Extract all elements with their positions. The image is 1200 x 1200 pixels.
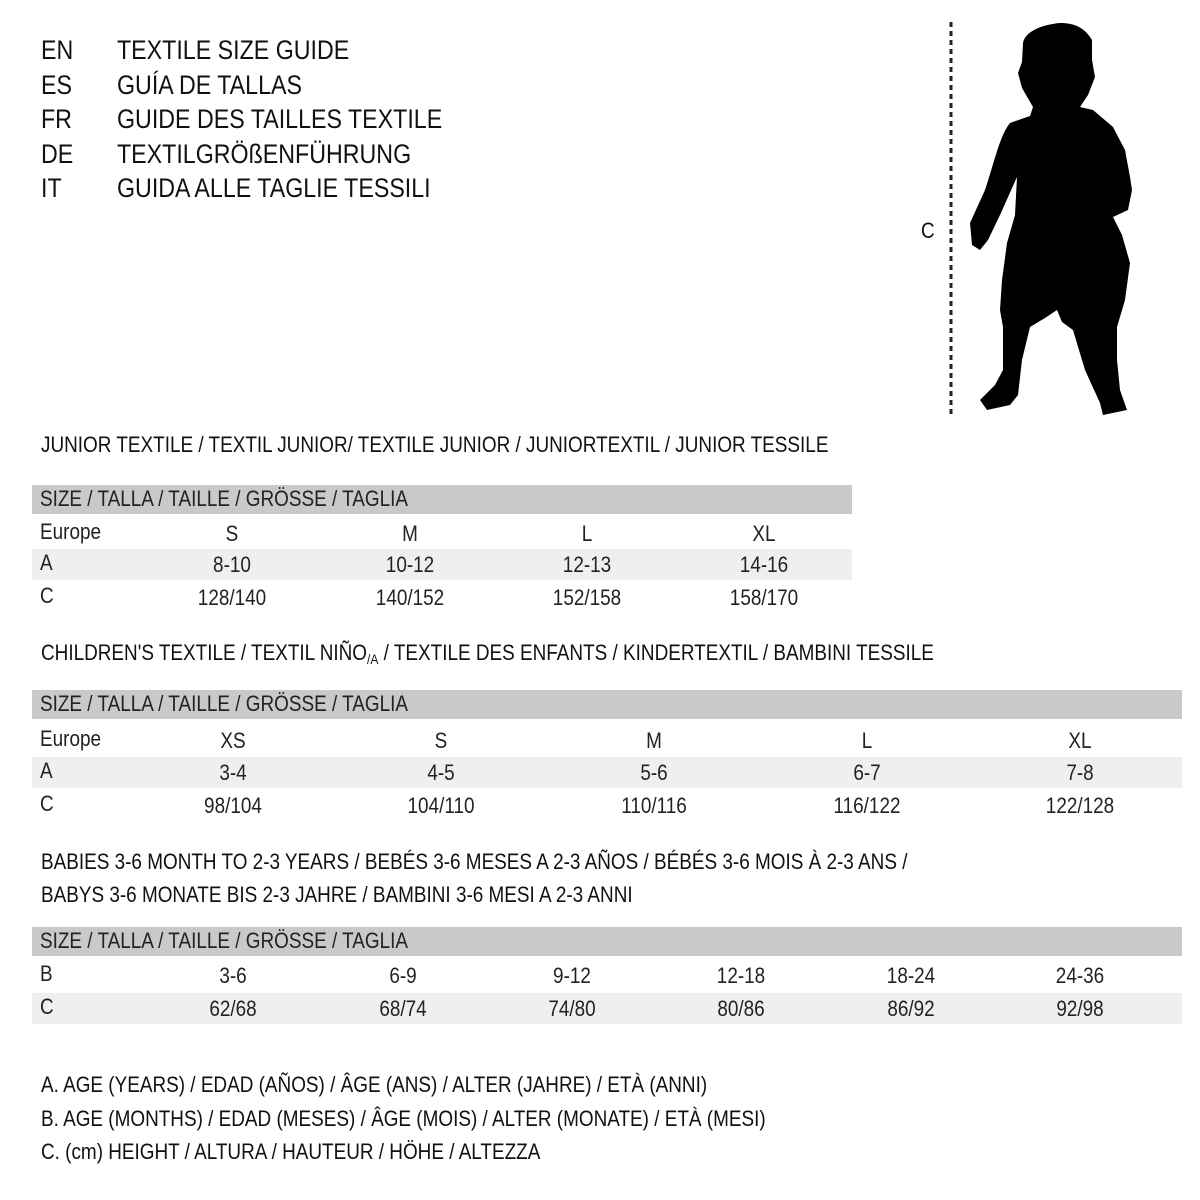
- table-cell: XS: [220, 728, 246, 753]
- table-row: C 128/140 140/152 152/158 158/170: [32, 582, 852, 613]
- table-cell: 122/128: [1045, 793, 1115, 818]
- row-label: C: [40, 583, 54, 608]
- table-cell: 10-12: [385, 552, 435, 577]
- table-header-row: SIZE / TALLA / TAILLE / GRÖSSE / TAGLIA: [32, 485, 852, 514]
- language-code: IT: [41, 173, 62, 203]
- legend-item: C. (cm) HEIGHT / ALTURA / HAUTEUR / HÖHE…: [41, 1139, 541, 1164]
- table-cell: 9-12: [553, 963, 591, 988]
- table-cell: L: [581, 521, 593, 546]
- table-cell: 80/86: [717, 996, 765, 1021]
- children-section-title: CHILDREN'S TEXTILE / TEXTIL NIÑO/A / TEX…: [41, 640, 934, 672]
- table-cell: 5-6: [640, 760, 668, 785]
- table-cell: 86/92: [887, 996, 935, 1021]
- row-label: Europe: [40, 519, 102, 544]
- row-label: Europe: [40, 726, 102, 751]
- table-cell: 98/104: [204, 793, 262, 818]
- language-title: GUIDA ALLE TAGLIE TESSILI: [117, 173, 431, 203]
- table-header-label: SIZE / TALLA / TAILLE / GRÖSSE / TAGLIA: [40, 691, 409, 716]
- table-cell: 6-7: [853, 760, 881, 785]
- table-cell: 12-18: [716, 963, 766, 988]
- table-row: Europe S M L XL: [32, 518, 852, 549]
- table-cell: 158/170: [729, 585, 799, 610]
- table-cell: 8-10: [213, 552, 251, 577]
- table-cell: 92/98: [1056, 996, 1104, 1021]
- table-cell: 74/80: [548, 996, 596, 1021]
- table-cell: 3-6: [219, 963, 247, 988]
- language-code: ES: [41, 69, 72, 100]
- language-title: TEXTILGRÖßENFÜHRUNG: [117, 138, 412, 169]
- table-cell: 128/140: [197, 585, 267, 610]
- row-label: C: [40, 791, 54, 816]
- table-cell: 3-4: [219, 760, 247, 785]
- language-title: TEXTILE SIZE GUIDE: [117, 35, 350, 65]
- babies-section-title-line1: BABIES 3-6 MONTH TO 2-3 YEARS / BEBÉS 3-…: [41, 849, 908, 874]
- table-cell: 24-36: [1055, 963, 1105, 988]
- table-cell: XL: [752, 521, 776, 546]
- table-header-label: SIZE / TALLA / TAILLE / GRÖSSE / TAGLIA: [40, 928, 409, 953]
- table-cell: L: [861, 728, 873, 753]
- table-header-row: SIZE / TALLA / TAILLE / GRÖSSE / TAGLIA: [32, 690, 1182, 719]
- language-title: GUIDE DES TAILLES TEXTILE: [117, 104, 443, 134]
- table-cell: 116/122: [833, 793, 901, 818]
- table-header-label: SIZE / TALLA / TAILLE / GRÖSSE / TAGLIA: [40, 486, 409, 511]
- table-cell: 14-16: [739, 552, 789, 577]
- legend-item: B. AGE (MONTHS) / EDAD (MESES) / ÂGE (MO…: [41, 1105, 766, 1131]
- language-code: EN: [41, 35, 74, 65]
- table-row: C 62/68 68/74 74/80 80/86 86/92 92/98: [32, 993, 1182, 1024]
- row-label: B: [40, 961, 53, 986]
- table-cell: XL: [1068, 728, 1092, 753]
- title-text: / TEXTILE DES ENFANTS / KINDERTEXTIL / B…: [378, 640, 934, 665]
- junior-section-title: JUNIOR TEXTILE / TEXTIL JUNIOR/ TEXTILE …: [41, 432, 829, 457]
- child-silhouette-icon: [949, 22, 1132, 415]
- title-subscript: /A: [367, 651, 379, 667]
- table-cell: M: [402, 521, 418, 546]
- table-header-row: SIZE / TALLA / TAILLE / GRÖSSE / TAGLIA: [32, 927, 1182, 956]
- babies-section-title-line2: BABYS 3-6 MONATE BIS 2-3 JAHRE / BAMBINI…: [41, 882, 633, 907]
- table-cell: 110/116: [621, 793, 687, 818]
- table-cell: M: [646, 728, 662, 753]
- row-label: C: [40, 994, 54, 1019]
- table-cell: S: [434, 728, 448, 753]
- language-code: DE: [41, 138, 74, 169]
- table-cell: 104/110: [407, 793, 475, 818]
- table-cell: 68/74: [379, 996, 427, 1021]
- row-label: A: [40, 758, 53, 783]
- table-row: Europe XS S M L XL: [32, 725, 1182, 756]
- table-cell: 12-13: [562, 552, 612, 577]
- table-cell: 4-5: [427, 760, 455, 785]
- table-row: A 3-4 4-5 5-6 6-7 7-8: [32, 757, 1182, 788]
- table-cell: 7-8: [1066, 760, 1094, 785]
- table-cell: 152/158: [552, 585, 622, 610]
- row-label: A: [40, 550, 53, 575]
- height-label: C: [921, 218, 935, 243]
- language-code: FR: [41, 104, 72, 134]
- table-row: B 3-6 6-9 9-12 12-18 18-24 24-36: [32, 960, 1182, 991]
- table-row: A 8-10 10-12 12-13 14-16: [32, 549, 852, 580]
- legend-item: A. AGE (YEARS) / EDAD (AÑOS) / ÂGE (ANS)…: [41, 1072, 708, 1097]
- table-cell: 62/68: [209, 996, 257, 1021]
- title-text: CHILDREN'S TEXTILE / TEXTIL NIÑO: [41, 640, 368, 665]
- table-cell: 18-24: [886, 963, 936, 988]
- table-cell: S: [225, 521, 239, 546]
- table-cell: 6-9: [389, 963, 417, 988]
- table-row: C 98/104 104/110 110/116 116/122 122/128: [32, 790, 1182, 821]
- language-title: GUÍA DE TALLAS: [117, 69, 302, 100]
- table-cell: 140/152: [375, 585, 445, 610]
